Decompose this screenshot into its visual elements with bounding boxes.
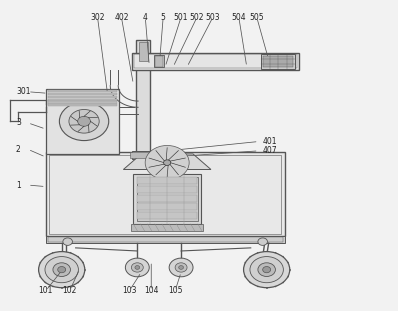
Circle shape bbox=[164, 160, 171, 165]
Bar bbox=[48, 90, 117, 92]
Bar bbox=[46, 152, 285, 236]
Bar bbox=[137, 177, 198, 221]
Bar bbox=[132, 53, 299, 70]
Circle shape bbox=[58, 267, 66, 273]
Circle shape bbox=[69, 109, 99, 133]
Bar bbox=[48, 99, 117, 101]
Text: 401: 401 bbox=[263, 137, 277, 146]
Circle shape bbox=[39, 252, 85, 288]
Bar bbox=[134, 54, 297, 68]
Circle shape bbox=[45, 257, 78, 283]
Bar bbox=[130, 152, 156, 158]
Bar bbox=[48, 96, 117, 98]
Text: 4: 4 bbox=[143, 13, 148, 21]
Bar bbox=[154, 55, 164, 67]
Circle shape bbox=[125, 258, 149, 277]
Text: 504: 504 bbox=[232, 13, 246, 21]
Bar bbox=[137, 212, 197, 219]
Text: 301: 301 bbox=[16, 87, 30, 96]
Bar bbox=[137, 186, 197, 193]
Bar bbox=[133, 174, 201, 224]
Circle shape bbox=[63, 238, 72, 245]
Circle shape bbox=[258, 263, 275, 276]
Bar bbox=[137, 177, 197, 184]
Circle shape bbox=[179, 266, 183, 269]
Bar bbox=[155, 56, 163, 67]
Bar bbox=[137, 195, 197, 202]
Text: 3: 3 bbox=[16, 118, 21, 127]
Text: 501: 501 bbox=[174, 13, 188, 21]
Bar bbox=[49, 155, 281, 234]
Circle shape bbox=[244, 252, 290, 288]
Text: 502: 502 bbox=[190, 13, 204, 21]
Circle shape bbox=[175, 263, 187, 272]
Circle shape bbox=[53, 263, 70, 276]
Circle shape bbox=[263, 267, 271, 273]
Circle shape bbox=[258, 238, 267, 245]
Bar bbox=[48, 104, 117, 106]
Text: 503: 503 bbox=[206, 13, 220, 21]
Bar bbox=[46, 236, 285, 243]
Bar bbox=[46, 89, 119, 154]
Circle shape bbox=[59, 102, 109, 141]
Bar bbox=[139, 42, 148, 61]
Text: 105: 105 bbox=[168, 286, 182, 295]
Circle shape bbox=[135, 266, 140, 269]
Bar bbox=[261, 54, 295, 69]
Bar bbox=[137, 203, 197, 210]
Circle shape bbox=[145, 146, 189, 180]
Bar bbox=[263, 56, 293, 67]
Circle shape bbox=[78, 116, 90, 126]
Bar bbox=[136, 40, 150, 154]
Text: 101: 101 bbox=[39, 286, 53, 295]
Polygon shape bbox=[123, 154, 211, 169]
Text: 1: 1 bbox=[16, 181, 21, 189]
Bar bbox=[48, 93, 117, 95]
Text: 103: 103 bbox=[122, 286, 137, 295]
Text: 104: 104 bbox=[144, 286, 158, 295]
Bar bbox=[48, 101, 117, 104]
Bar bbox=[131, 224, 203, 231]
Circle shape bbox=[250, 257, 283, 283]
Text: 302: 302 bbox=[90, 13, 105, 21]
Circle shape bbox=[131, 263, 143, 272]
Text: 402: 402 bbox=[114, 13, 129, 21]
Text: 505: 505 bbox=[250, 13, 264, 21]
Bar bbox=[132, 151, 154, 159]
Text: 2: 2 bbox=[16, 145, 21, 154]
Text: 102: 102 bbox=[62, 286, 77, 295]
Text: 5: 5 bbox=[161, 13, 166, 21]
Text: 407: 407 bbox=[263, 146, 277, 155]
Bar bbox=[48, 237, 283, 242]
Circle shape bbox=[169, 258, 193, 277]
